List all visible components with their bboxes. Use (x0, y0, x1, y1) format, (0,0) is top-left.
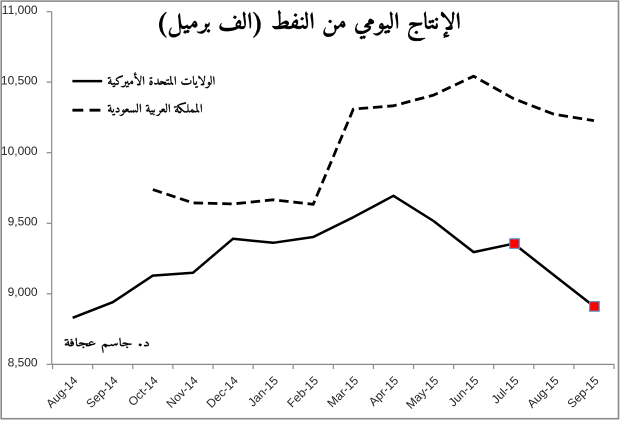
svg-text:10,500: 10,500 (1, 73, 38, 87)
svg-text:11,000: 11,000 (2, 3, 38, 17)
svg-text:9,500: 9,500 (8, 215, 38, 229)
svg-text:10,000: 10,000 (1, 144, 38, 158)
svg-text:8,500: 8,500 (8, 356, 38, 370)
svg-text:9,000: 9,000 (8, 285, 38, 299)
